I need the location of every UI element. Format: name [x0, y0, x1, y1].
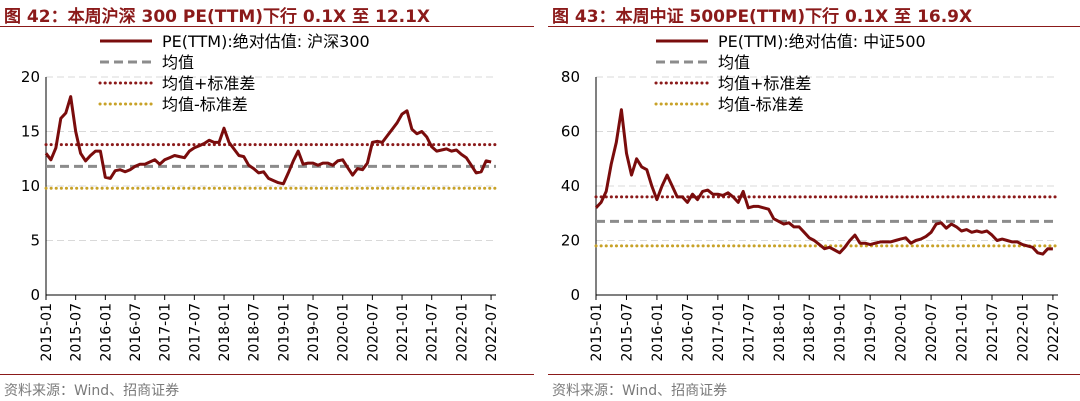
x-tick-label: 2019-01 — [276, 303, 292, 362]
legend-label: 均值-标准差 — [162, 95, 248, 114]
pe-series-line — [44, 95, 492, 186]
y-tick-label: 15 — [21, 123, 40, 141]
y-tick-label: 10 — [21, 177, 40, 195]
legend-label: 均值-标准差 — [718, 95, 804, 114]
x-tick-label: 2015-01 — [589, 303, 605, 362]
x-tick-label: 2022-01 — [1015, 303, 1031, 362]
x-tick-label: 2020-07 — [365, 303, 381, 362]
y-tick-label: 40 — [561, 177, 580, 195]
x-tick-label: 2016-01 — [650, 303, 666, 362]
y-tick-label: 0 — [30, 286, 40, 304]
source-rule — [0, 374, 534, 375]
x-tick-label: 2017-01 — [158, 303, 174, 362]
chart-svg: 0 5 10 15 20 2015-01 2015-07 2016-01 2016-07 2017… — [21, 32, 500, 362]
legend-label: 均值 — [162, 53, 194, 72]
x-tick-label: 2019-07 — [306, 303, 322, 362]
y-tick-label: 20 — [561, 232, 580, 250]
x-tick-label: 2015-07 — [619, 303, 635, 362]
source-note: 资料来源：Wind、招商证券 — [552, 383, 728, 399]
pe-series-line — [594, 108, 1053, 256]
x-tick-label: 2015-01 — [39, 303, 55, 362]
title-rule — [548, 26, 1080, 27]
x-tick-label: 2017-07 — [187, 303, 203, 362]
x-tick-label: 2017-07 — [741, 303, 757, 362]
x-tick-label: 2018-07 — [802, 303, 818, 362]
legend-label: 均值+标准差 — [162, 74, 255, 93]
x-tick-label: 2016-07 — [128, 303, 144, 362]
x-tick-label: 2019-01 — [833, 303, 849, 362]
x-tick-label: 2022-01 — [454, 303, 470, 362]
legend-label: 均值 — [718, 53, 750, 72]
x-tick-label: 2016-07 — [680, 303, 696, 362]
source-rule — [548, 374, 1080, 375]
y-tick-label: 0 — [570, 286, 580, 304]
x-tick-label: 2020-01 — [336, 303, 352, 362]
chart-panel-hs300: 图 42：本周沪深 300 PE(TTM)下行 0.1X 至 12.1X 0 5 1… — [0, 0, 534, 401]
chart-panel-csi500: 图 43：本周中证 500PE(TTM)下行 0.1X 至 16.9X 0 20 4… — [548, 0, 1080, 401]
x-tick-label: 2018-01 — [217, 303, 233, 362]
source-note: 资料来源：Wind、招商证券 — [4, 383, 180, 399]
x-tick-label: 2016-01 — [98, 303, 114, 362]
legend-label: 均值+标准差 — [718, 74, 811, 93]
x-tick-label: 2021-07 — [425, 303, 441, 362]
y-tick-label: 80 — [561, 68, 580, 86]
y-tick-label: 5 — [30, 232, 40, 250]
x-tick-label: 2022-07 — [484, 303, 500, 362]
chart-svg: 0 20 40 60 80 2015-01 2015-07 2016-01 2016-07 201… — [561, 32, 1062, 362]
y-tick-label: 20 — [21, 68, 40, 86]
x-tick-label: 2019-07 — [863, 303, 879, 362]
x-tick-label: 2015-07 — [69, 303, 85, 362]
x-tick-label: 2017-01 — [711, 303, 727, 362]
x-tick-label: 2020-01 — [894, 303, 910, 362]
x-tick-label: 2021-07 — [985, 303, 1001, 362]
x-tick-label: 2020-07 — [924, 303, 940, 362]
legend-label: PE(TTM):绝对估值: 沪深300 — [162, 32, 370, 51]
x-tick-label: 2018-07 — [247, 303, 263, 362]
x-tick-label: 2021-01 — [955, 303, 971, 362]
chart-title: 图 42：本周沪深 300 PE(TTM)下行 0.1X 至 12.1X — [4, 7, 431, 27]
x-tick-label: 2018-01 — [772, 303, 788, 362]
chart-title: 图 43：本周中证 500PE(TTM)下行 0.1X 至 16.9X — [552, 7, 973, 27]
x-tick-label: 2022-07 — [1046, 303, 1062, 362]
y-tick-label: 60 — [561, 123, 580, 141]
x-tick-label: 2021-01 — [395, 303, 411, 362]
title-rule — [0, 26, 534, 27]
legend-label: PE(TTM):绝对估值: 中证500 — [718, 32, 926, 51]
